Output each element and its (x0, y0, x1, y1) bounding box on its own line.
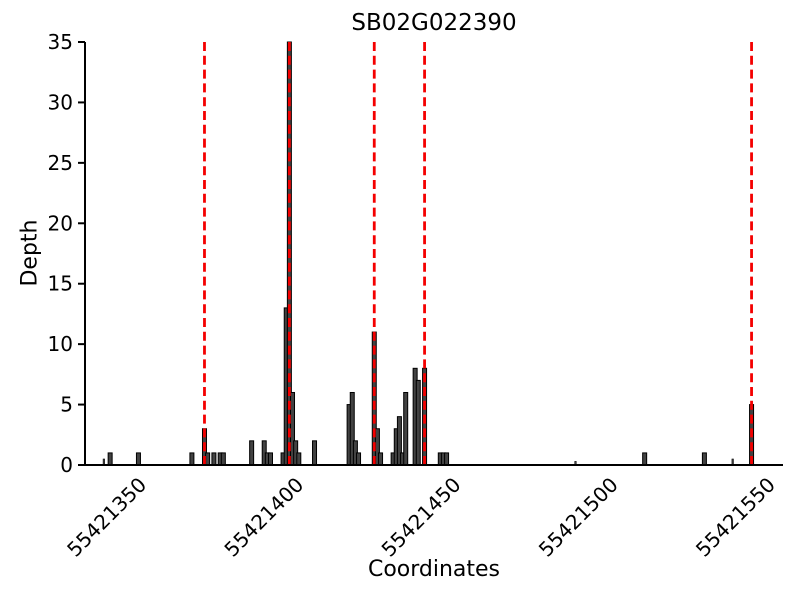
x-tick-label: 55421500 (534, 473, 623, 562)
coverage-bar (268, 452, 273, 466)
coverage-bar (356, 452, 362, 466)
coverage-bar (220, 452, 226, 466)
coverage-bar (415, 379, 421, 466)
coverage-bar (107, 452, 113, 466)
coverage-bar (189, 452, 195, 466)
coverage-bar (211, 452, 217, 466)
coverage-bar (135, 452, 141, 466)
coverage-bar (378, 452, 384, 466)
coverage-bar (444, 452, 450, 466)
y-tick-label: 15 (48, 272, 73, 296)
coverage-bar (249, 440, 255, 466)
y-tick-label: 25 (48, 151, 73, 175)
x-tick-label: 55421350 (62, 473, 151, 562)
coverage-bar (701, 452, 707, 466)
coverage-bar (642, 452, 648, 466)
y-tick-label: 5 (60, 393, 73, 417)
x-tick-label: 55421450 (377, 473, 466, 562)
coverage-bar (403, 391, 409, 466)
y-tick-label: 10 (48, 332, 73, 356)
x-tick-label: 55421550 (691, 473, 780, 562)
x-axis-title: Coordinates (367, 557, 501, 582)
y-tick-label: 30 (48, 90, 73, 114)
x-tick-label: 55421400 (219, 473, 308, 562)
coverage-bar (296, 452, 302, 466)
coverage-bar (205, 452, 211, 466)
coverage-bar (312, 440, 318, 466)
y-axis-title: Depth (17, 219, 43, 287)
y-tick-label: 20 (48, 211, 73, 235)
y-tick-label: 0 (60, 453, 73, 477)
chart-title: SB02G022390 (351, 10, 517, 36)
y-tick-label: 35 (48, 30, 73, 54)
